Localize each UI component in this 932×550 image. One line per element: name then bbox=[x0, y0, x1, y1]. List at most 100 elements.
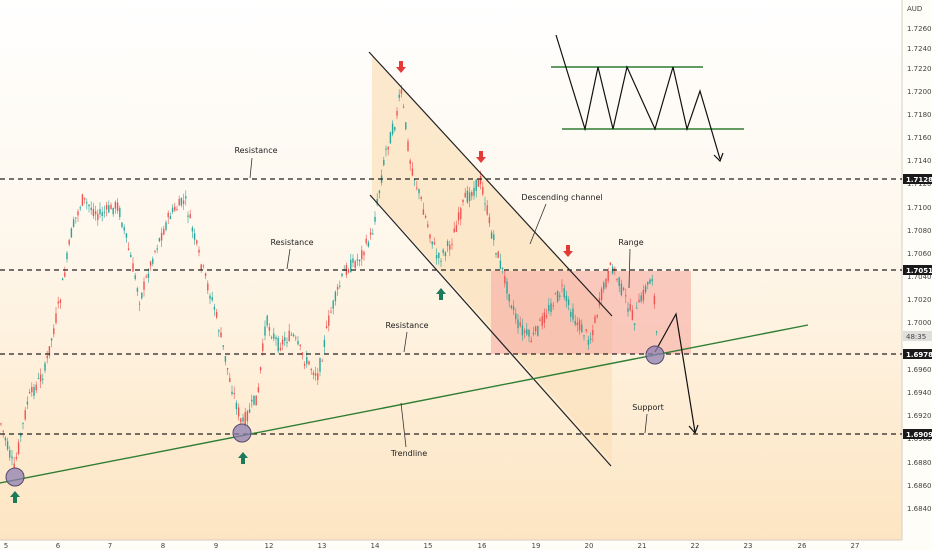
candle-body bbox=[189, 214, 191, 219]
candle-body bbox=[462, 200, 464, 203]
candle-body bbox=[248, 409, 251, 413]
price-tick-label: 1.68800 bbox=[907, 459, 932, 467]
candle-body bbox=[156, 248, 158, 250]
candle-body bbox=[35, 384, 37, 391]
price-tick-label: 1.69400 bbox=[907, 389, 932, 397]
candle-body bbox=[178, 198, 180, 206]
label-trendline: Trendline bbox=[390, 449, 427, 458]
candle-body bbox=[4, 438, 7, 441]
candle-body bbox=[627, 308, 629, 312]
up-arrow-3 bbox=[436, 288, 446, 300]
candle-body bbox=[387, 146, 389, 150]
candle-body bbox=[200, 264, 202, 271]
candle-body bbox=[578, 320, 581, 331]
candle-body bbox=[83, 197, 86, 200]
candle-body bbox=[358, 259, 361, 262]
candle-body bbox=[475, 179, 477, 191]
candle-body bbox=[435, 255, 438, 259]
price-tick-label: 1.69600 bbox=[907, 366, 932, 374]
price-tick-label: 1.70400 bbox=[907, 273, 932, 281]
candle-body bbox=[431, 241, 433, 245]
candle-body bbox=[180, 198, 183, 206]
price-tag-2-text: 1.70511 bbox=[906, 267, 932, 275]
candle-body bbox=[191, 227, 194, 232]
candle-body bbox=[176, 209, 178, 211]
candle-body bbox=[350, 259, 352, 273]
candle-body bbox=[79, 207, 81, 209]
candle-body bbox=[125, 233, 128, 238]
candle-body bbox=[506, 281, 508, 294]
candle-body bbox=[33, 387, 35, 396]
candle-body bbox=[438, 252, 440, 258]
candle-body bbox=[253, 395, 255, 405]
candle-body bbox=[385, 148, 387, 150]
candle-body bbox=[400, 89, 403, 94]
candle-body bbox=[609, 262, 612, 266]
candle-body bbox=[196, 240, 198, 244]
candle-body bbox=[149, 261, 152, 266]
candle-body bbox=[482, 186, 484, 195]
leader-resistance-2 bbox=[286, 248, 291, 270]
candle-body bbox=[433, 242, 436, 245]
candle-body bbox=[427, 224, 429, 227]
candle-body bbox=[651, 279, 653, 282]
price-tag-4-text: 1.69098 bbox=[906, 431, 932, 439]
date-tick-label: 9 bbox=[214, 542, 218, 550]
candles bbox=[0, 84, 658, 470]
label-range: Range bbox=[618, 238, 643, 247]
price-tick-label: 1.71000 bbox=[907, 204, 932, 212]
candle-body bbox=[466, 190, 469, 203]
currency-label: AUD bbox=[907, 5, 922, 13]
candle-body bbox=[455, 225, 458, 232]
candle-body bbox=[86, 202, 88, 204]
candle-body bbox=[145, 276, 147, 278]
candle-body bbox=[633, 323, 636, 325]
candle-body bbox=[383, 159, 385, 166]
date-tick-label: 8 bbox=[161, 542, 165, 550]
candle-body bbox=[94, 211, 97, 215]
candle-body bbox=[308, 361, 310, 365]
candle-body bbox=[154, 250, 156, 252]
candle-body bbox=[92, 208, 95, 216]
candle-body bbox=[240, 418, 242, 423]
candle-body bbox=[317, 373, 319, 380]
down-arrow-2 bbox=[476, 151, 486, 163]
price-ticks: 1.72600 1.72400 1.72200 1.72000 1.71800 1.716… bbox=[907, 25, 932, 513]
label-descending-channel: Descending channel bbox=[521, 193, 602, 202]
candle-body bbox=[314, 373, 317, 376]
candle-body bbox=[132, 263, 134, 272]
candle-body bbox=[453, 228, 455, 233]
candle-body bbox=[543, 312, 546, 323]
candle-body bbox=[330, 311, 332, 313]
candle-body bbox=[519, 322, 521, 326]
candle-body bbox=[17, 442, 20, 454]
candle-body bbox=[402, 106, 405, 108]
candle-body bbox=[493, 234, 495, 241]
candle-body bbox=[550, 303, 552, 312]
candle-body bbox=[116, 202, 119, 211]
candle-body bbox=[552, 305, 554, 307]
candle-body bbox=[101, 212, 103, 216]
price-tick-label: 1.71800 bbox=[907, 111, 932, 119]
candle-body bbox=[251, 399, 253, 402]
price-tick-label: 1.69200 bbox=[907, 412, 932, 420]
candle-body bbox=[28, 392, 31, 394]
date-tick-label: 5 bbox=[4, 542, 8, 550]
candle-body bbox=[484, 203, 486, 205]
label-resistance-1: Resistance bbox=[234, 146, 277, 155]
candle-body bbox=[589, 338, 592, 340]
candle-body bbox=[182, 200, 185, 204]
candle-body bbox=[301, 352, 304, 356]
up-arrow-2 bbox=[238, 452, 248, 464]
leader-channel bbox=[529, 203, 547, 245]
candle-body bbox=[372, 233, 374, 235]
candle-body bbox=[347, 269, 350, 273]
candle-body bbox=[321, 360, 323, 362]
candle-body bbox=[587, 340, 590, 345]
candle-body bbox=[460, 208, 462, 220]
candle-body bbox=[50, 338, 53, 341]
channel-upper-line bbox=[368, 51, 613, 317]
candle-body bbox=[336, 286, 339, 290]
candle-body bbox=[486, 205, 488, 215]
candle-body bbox=[352, 258, 354, 263]
